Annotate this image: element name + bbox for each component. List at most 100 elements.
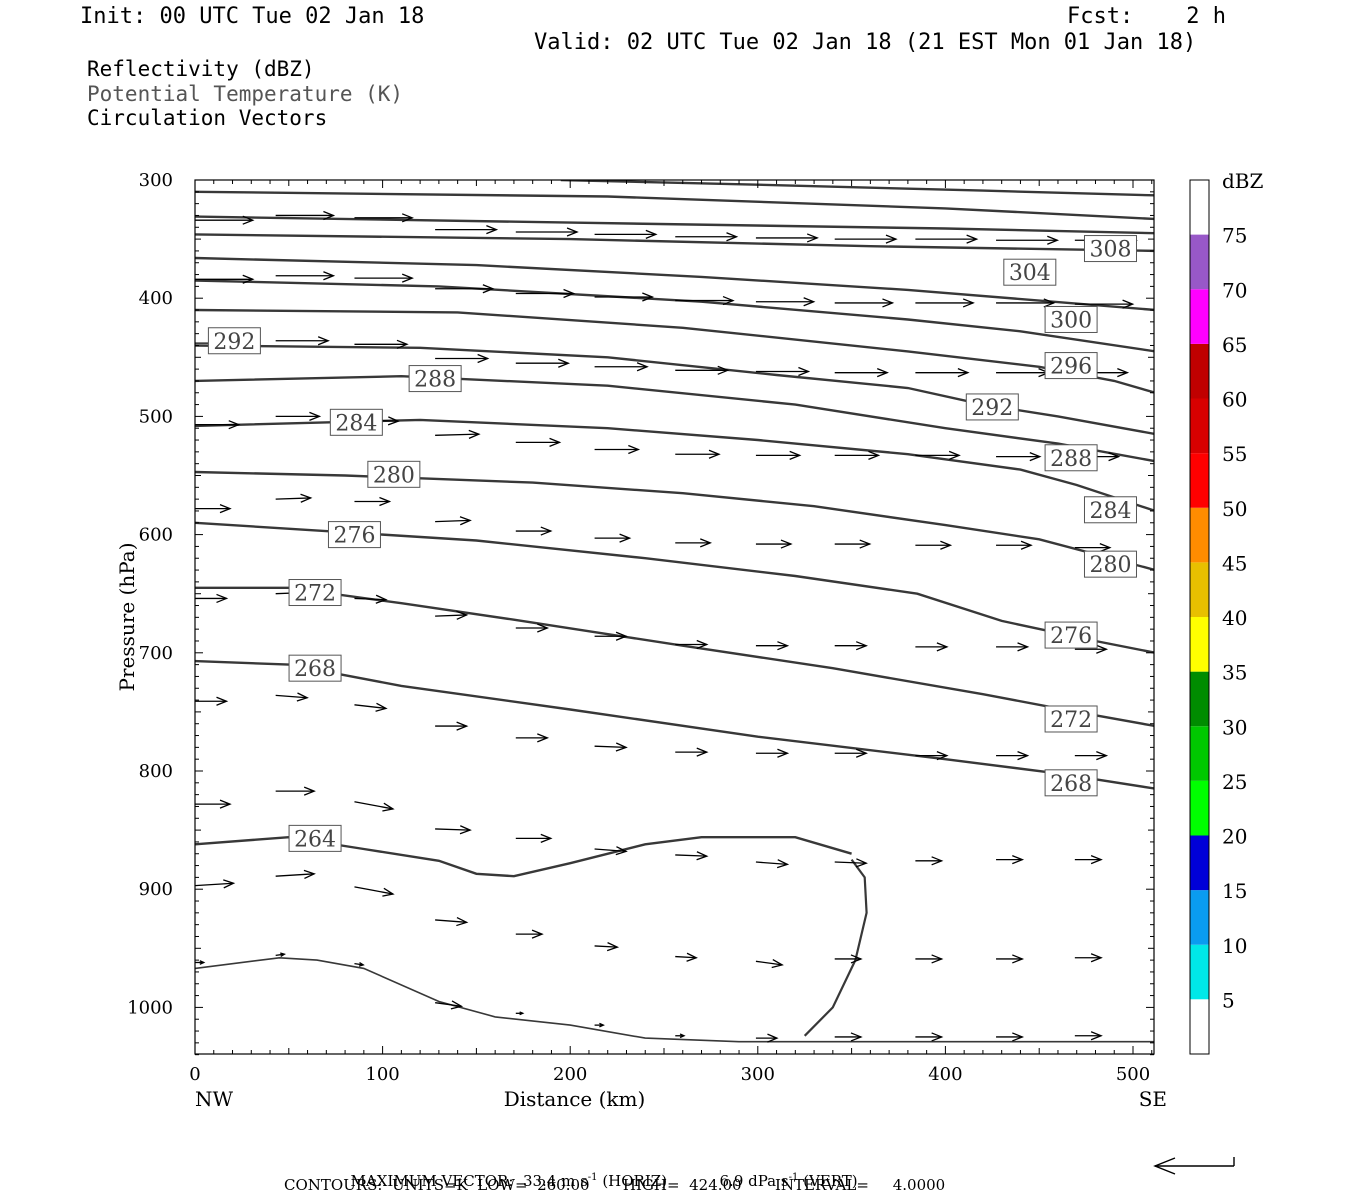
colorbar-tick-label: 30: [1222, 715, 1247, 739]
vector-arrow: [515, 623, 550, 633]
vector-arrow: [996, 954, 1025, 964]
vector-head: [767, 1033, 779, 1043]
vector-head: [531, 929, 544, 939]
colorbar-tick-label: 20: [1222, 825, 1247, 849]
contours-info-line: CONTOURS: UNITS=K LOW= 260.00 HIGH= 424.…: [284, 1176, 946, 1194]
contour-label: 288: [1044, 444, 1098, 472]
vector-arrow: [755, 539, 793, 549]
vector-arrow: [195, 420, 241, 430]
vector-head: [401, 213, 414, 223]
vector-arrow: [675, 639, 709, 650]
vector-arrow: [594, 292, 655, 302]
vector-head: [717, 365, 730, 375]
contour-label-box: [288, 824, 342, 852]
vector-arrow: [1074, 299, 1135, 309]
vector-shaft: [675, 854, 707, 857]
contour-label-text: 268: [294, 657, 336, 682]
field-label-vectors: Circulation Vectors: [87, 106, 328, 130]
vector-head: [940, 540, 953, 550]
max-vector-label: MAXIMUM VECTOR:: [350, 1172, 514, 1190]
vector-arrow: [435, 721, 469, 731]
vector-head: [375, 702, 388, 712]
vector-arrow: [1074, 953, 1103, 963]
vector-arrow: [915, 540, 953, 550]
colorbar-tick-label: 50: [1222, 497, 1247, 521]
contour-label-text: 308: [1089, 238, 1131, 263]
vector-arrow: [275, 952, 287, 958]
colorbar-tick-label: 60: [1222, 388, 1247, 412]
vector-arrow: [996, 855, 1025, 865]
vector-arrow: [515, 358, 571, 368]
vector-arrow: [755, 450, 802, 461]
vector-arrow: [594, 533, 632, 543]
vector-head: [1108, 451, 1121, 462]
vector-arrow: [915, 856, 944, 866]
vector-head: [566, 227, 579, 237]
vector-arrow: [675, 365, 730, 375]
vector-head: [771, 959, 784, 969]
vector-arrow: [996, 540, 1033, 550]
vector-arrow: [594, 1022, 605, 1028]
vector-arrow: [515, 833, 553, 843]
vector-head: [219, 503, 232, 514]
y-tick-label: 600: [139, 525, 173, 546]
vector-arrow: [996, 451, 1042, 462]
vector-head: [382, 887, 395, 897]
y-axis-label: Pressure (hPa): [115, 543, 139, 692]
vector-head: [540, 833, 553, 843]
vector-arrow: [834, 954, 863, 964]
vector-shaft: [194, 882, 234, 887]
vector-arrow: [755, 859, 790, 869]
vector-arrow: [1074, 1031, 1103, 1041]
vector-shaft: [594, 848, 627, 853]
contour-label-text: 292: [971, 396, 1013, 421]
vector-arrow: [435, 284, 495, 294]
colorbar-segment: [1190, 507, 1209, 563]
vector-head: [936, 642, 949, 652]
vector-arrow: [515, 733, 550, 743]
y-tick-label: 500: [139, 406, 173, 427]
vector-head: [936, 751, 949, 761]
vector-arrow: [594, 846, 628, 856]
contour-label-box: [207, 327, 261, 355]
vector-arrow: [996, 235, 1060, 245]
colorbar-segment-bottom: [1190, 999, 1209, 1054]
colorbar-segment: [1190, 617, 1209, 672]
vector-head: [456, 721, 469, 731]
vector-arrow: [1074, 644, 1109, 654]
vector-arrow: [996, 642, 1030, 652]
vector-head: [216, 696, 229, 706]
contour-label: 308: [1083, 235, 1137, 263]
theta-contour-292: [195, 344, 1154, 436]
contour-label-box: [965, 393, 1019, 421]
colorbar-unit: dBZ: [1222, 169, 1264, 193]
vector-head: [1117, 368, 1130, 378]
contour-label-box: [1044, 621, 1098, 649]
vector-head: [780, 539, 793, 549]
vector-arrow: [195, 215, 255, 225]
vector-arrow: [195, 696, 229, 706]
vector-arrow: [354, 273, 414, 283]
vector-arrow: [915, 450, 961, 461]
vector-arrow: [275, 210, 336, 221]
vector-arrow: [755, 1033, 779, 1043]
vector-head: [777, 748, 790, 758]
vector-arrow: [354, 594, 388, 604]
colorbar-border: [1189, 179, 1210, 1055]
vector-arrow: [594, 362, 649, 372]
vector-arrow: [435, 825, 472, 835]
vector-arrow: [675, 747, 709, 757]
contour-labels: 308 304 300 296 292 292 288 288 284 284 280 280 276 2…: [207, 235, 1137, 852]
vector-arrow: [834, 539, 872, 549]
vector-head: [1122, 299, 1135, 309]
contour-label-text: 268: [1050, 772, 1092, 797]
vector-arrow: [275, 786, 316, 796]
vector-head: [563, 288, 576, 299]
contour-label-box: [1044, 444, 1098, 472]
contour-label-box: [1044, 769, 1098, 797]
vector-arrow: [435, 610, 469, 620]
field-label-theta: Potential Temperature (K): [87, 82, 404, 106]
vector-arrow: [834, 858, 868, 868]
vector-head: [219, 799, 232, 809]
contour-label-text: 280: [1089, 553, 1131, 578]
